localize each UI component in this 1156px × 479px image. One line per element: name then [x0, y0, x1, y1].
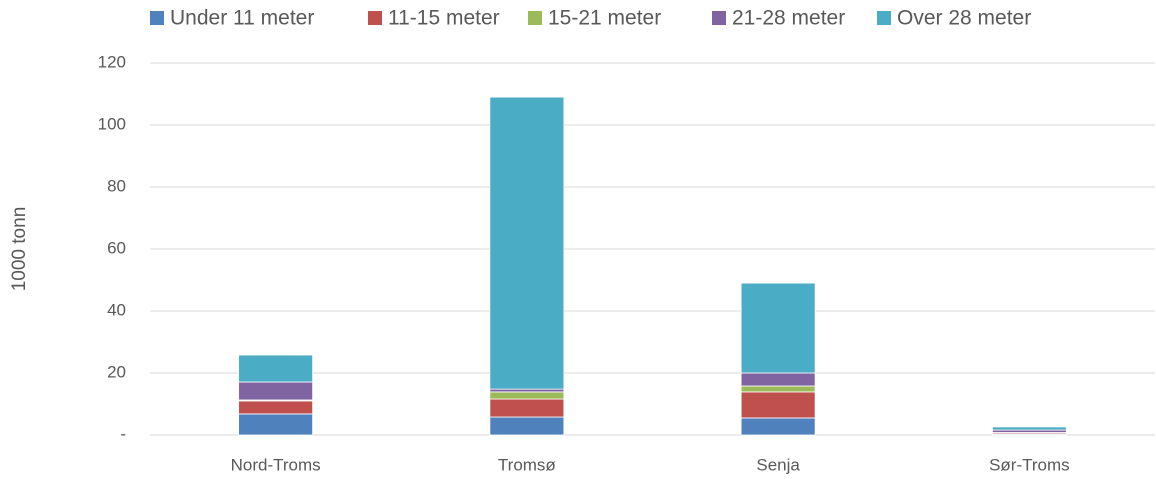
- bar-segment: [740, 385, 816, 393]
- bar-segment: [238, 400, 314, 415]
- legend-label: Over 28 meter: [897, 7, 1031, 30]
- x-tick-label: Tromsø: [498, 455, 556, 474]
- bar-segment: [238, 381, 314, 401]
- legend-label: 15-21 meter: [548, 7, 661, 30]
- bar-segment: [489, 388, 565, 393]
- y-axis-label: 1000 tonn: [9, 207, 30, 292]
- y-tick-label: 100: [98, 114, 126, 133]
- bar-segment: [740, 372, 816, 387]
- bar-segment: [740, 417, 816, 436]
- legend-label: Under 11 meter: [170, 7, 314, 30]
- bar-segment: [238, 354, 314, 383]
- bar-segment: [489, 96, 565, 390]
- bar-segment: [489, 391, 565, 400]
- y-tick-label: 120: [98, 52, 126, 71]
- y-tick-label: 60: [107, 238, 126, 257]
- x-tick-label: Senja: [756, 455, 800, 474]
- bar-segment: [489, 416, 565, 436]
- y-tick-label: 40: [107, 300, 126, 319]
- legend-swatch: [877, 11, 891, 25]
- bar-segment: [991, 426, 1067, 431]
- legend-swatch: [528, 11, 542, 25]
- x-tick-label: Nord-Troms: [231, 455, 321, 474]
- legend-label: 11-15 meter: [388, 7, 500, 30]
- x-tick-label: Sør-Troms: [989, 455, 1070, 474]
- bar-segment: [238, 413, 314, 436]
- legend-swatch: [150, 11, 164, 25]
- legend-label: 21-28 meter: [732, 7, 845, 30]
- legend-swatch: [368, 11, 382, 25]
- y-tick-label: 20: [107, 362, 126, 381]
- y-tick-label: -: [120, 424, 126, 443]
- bar-segment: [740, 282, 816, 374]
- bar-segment: [740, 391, 816, 419]
- legend-swatch: [712, 11, 726, 25]
- y-tick-label: 80: [107, 176, 126, 195]
- bar-segment: [489, 398, 565, 418]
